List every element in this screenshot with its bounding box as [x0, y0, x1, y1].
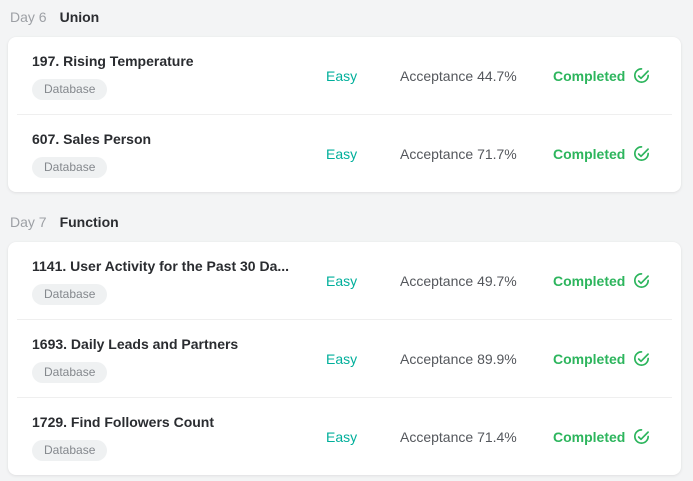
difficulty-label: Easy — [326, 428, 358, 445]
problem-title[interactable]: 1729. Find Followers Count — [32, 414, 215, 430]
problem-title[interactable]: 197. Rising Temperature — [32, 53, 194, 69]
acceptance-label: Acceptance — [400, 272, 474, 289]
acceptance-value: 71.4% — [477, 428, 517, 445]
topic-tag[interactable]: Database — [32, 284, 108, 305]
problem-title[interactable]: 1141. User Activity for the Past 30 Da..… — [32, 258, 290, 274]
acceptance-label: Acceptance — [400, 145, 474, 162]
completed-check-icon — [633, 272, 650, 289]
acceptance-text: Acceptance 71.7% — [400, 146, 553, 162]
topic-tag[interactable]: Database — [32, 157, 108, 178]
problem-info: 1141. User Activity for the Past 30 Da..… — [32, 256, 326, 305]
problem-row[interactable]: 197. Rising Temperature Database Easy Ac… — [8, 37, 681, 114]
problem-row[interactable]: 1729. Find Followers Count Database Easy… — [8, 398, 681, 475]
acceptance-label: Acceptance — [400, 350, 474, 367]
section-title: Union — [59, 9, 100, 25]
day-label: Day 7 — [10, 214, 47, 230]
problem-title[interactable]: 1693. Daily Leads and Partners — [32, 336, 239, 352]
problem-info: 1693. Daily Leads and Partners Database — [32, 334, 326, 383]
status: Completed — [553, 350, 657, 367]
acceptance-value: 71.7% — [477, 145, 517, 162]
acceptance-text: Acceptance 71.4% — [400, 429, 553, 445]
status: Completed — [553, 67, 657, 84]
status: Completed — [553, 428, 657, 445]
day-label: Day 6 — [10, 9, 47, 25]
status-label: Completed — [553, 428, 626, 445]
topic-tag[interactable]: Database — [32, 79, 108, 100]
row-divider — [17, 319, 672, 320]
section-title: Function — [59, 214, 119, 230]
problem-card-day6: 197. Rising Temperature Database Easy Ac… — [8, 37, 681, 192]
completed-check-icon — [633, 67, 650, 84]
difficulty-label: Easy — [326, 350, 358, 367]
acceptance-text: Acceptance 44.7% — [400, 68, 553, 84]
acceptance-value: 44.7% — [477, 67, 517, 84]
difficulty-label: Easy — [326, 272, 358, 289]
problem-info: 1729. Find Followers Count Database — [32, 412, 326, 461]
acceptance-text: Acceptance 49.7% — [400, 273, 553, 289]
row-divider — [17, 114, 672, 115]
acceptance-text: Acceptance 89.9% — [400, 351, 553, 367]
section-header-day7: Day 7 Function — [10, 213, 681, 231]
problem-info: 197. Rising Temperature Database — [32, 51, 326, 100]
difficulty-label: Easy — [326, 67, 358, 84]
row-divider — [17, 397, 672, 398]
problem-card-day7: 1141. User Activity for the Past 30 Da..… — [8, 242, 681, 475]
status-label: Completed — [553, 145, 626, 162]
problem-row[interactable]: 1141. User Activity for the Past 30 Da..… — [8, 242, 681, 319]
problem-row[interactable]: 1693. Daily Leads and Partners Database … — [8, 320, 681, 397]
completed-check-icon — [633, 350, 650, 367]
topic-tag[interactable]: Database — [32, 440, 108, 461]
acceptance-label: Acceptance — [400, 67, 474, 84]
difficulty-label: Easy — [326, 145, 358, 162]
problem-row[interactable]: 607. Sales Person Database Easy Acceptan… — [8, 115, 681, 192]
status: Completed — [553, 145, 657, 162]
acceptance-label: Acceptance — [400, 428, 474, 445]
topic-tag[interactable]: Database — [32, 362, 108, 383]
problem-info: 607. Sales Person Database — [32, 129, 326, 178]
completed-check-icon — [633, 145, 650, 162]
section-header-day6: Day 6 Union — [10, 8, 681, 26]
status: Completed — [553, 272, 657, 289]
acceptance-value: 49.7% — [477, 272, 517, 289]
status-label: Completed — [553, 350, 626, 367]
status-label: Completed — [553, 67, 626, 84]
problem-title[interactable]: 607. Sales Person — [32, 131, 152, 147]
status-label: Completed — [553, 272, 626, 289]
acceptance-value: 89.9% — [477, 350, 517, 367]
completed-check-icon — [633, 428, 650, 445]
